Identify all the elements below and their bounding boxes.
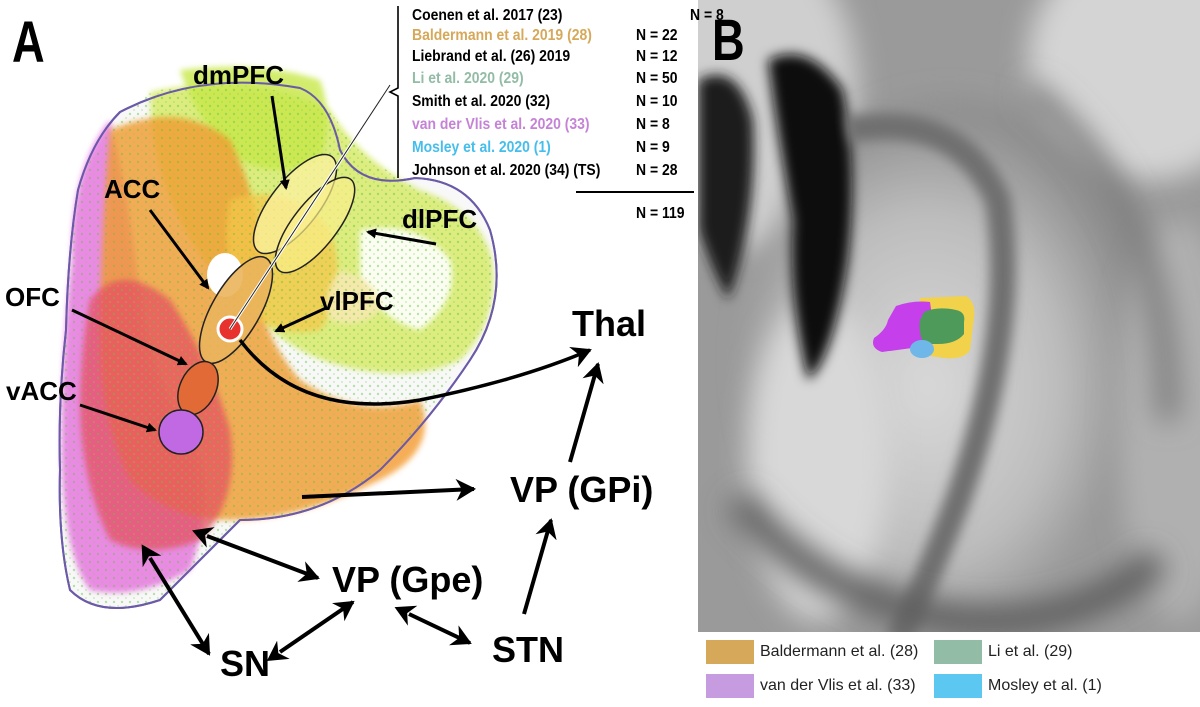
li-blob (919, 308, 965, 344)
region-labels: dmPFC ACC dlPFC vlPFC OFC vACC Thal VP (… (5, 60, 653, 684)
legend-label: Li et al. (29) (988, 643, 1073, 660)
study-name: Liebrand et al. (26) 2019 (412, 48, 571, 65)
label-vp-gpi: VP (GPi) (510, 469, 653, 510)
study-n: N = 9 (636, 139, 670, 156)
study-name: Johnson et al. 2020 (34) (TS) (412, 162, 601, 179)
study-n: N = 8 (690, 7, 724, 24)
legend: Baldermann et al. (28) Li et al. (29) va… (700, 632, 1200, 707)
label-dlpfc: dlPFC (402, 204, 477, 234)
target-ellipses (158, 84, 392, 455)
mri-panel (698, 0, 1200, 632)
table-bracket (388, 6, 399, 178)
label-thal: Thal (572, 303, 646, 344)
label-sn: SN (220, 643, 270, 684)
circuit-diagram: dmPFC ACC dlPFC vlPFC OFC vACC Thal VP (… (5, 6, 653, 684)
study-n: N = 8 (636, 116, 670, 133)
study-n: N = 10 (636, 93, 678, 110)
label-dmpfc: dmPFC (193, 60, 284, 90)
vacc-circle (158, 409, 204, 455)
study-n: N = 12 (636, 48, 678, 65)
legend-swatch-vandervlis (706, 674, 754, 698)
label-vacc: vACC (6, 376, 77, 406)
label-ofc: OFC (5, 282, 60, 312)
label-vlpfc: vlPFC (320, 286, 394, 316)
total-divider (576, 191, 694, 193)
dlpfc-ellipse (274, 176, 356, 274)
study-name: Smith et al. 2020 (32) (412, 93, 551, 110)
study-n: N = 22 (636, 27, 678, 44)
legend-swatch-baldermann (706, 640, 754, 664)
study-name: Coenen et al. 2017 (23) (412, 7, 563, 24)
mosley-blob (910, 340, 934, 358)
label-stn: STN (492, 629, 564, 670)
legend-label: Mosley et al. (1) (988, 677, 1102, 694)
panel-label-a: A (12, 10, 45, 75)
legend-label: Baldermann et al. (28) (760, 643, 919, 660)
total-n: N = 119 (636, 205, 685, 222)
study-n: N = 50 (636, 70, 678, 87)
label-acc: ACC (104, 174, 161, 204)
study-name: Mosley et al. 2020 (1) (412, 139, 551, 156)
legend-label: van der Vlis et al. (33) (760, 677, 916, 694)
mri-image (698, 0, 1200, 632)
study-table: Coenen et al. 2017 (23) N = 8 Baldermann… (412, 7, 724, 228)
study-name: Li et al. 2020 (29) (412, 70, 524, 87)
study-name: Baldermann et al. 2019 (28) (412, 27, 592, 44)
legend-swatch-li (934, 640, 982, 664)
study-n: N = 28 (636, 162, 678, 179)
study-name: van der Vlis et al. 2020 (33) (412, 116, 590, 133)
legend-swatch-mosley (934, 674, 982, 698)
vandervlis-blob (873, 301, 934, 352)
panel-label-b: B (712, 8, 745, 73)
connection-arrows (71, 95, 604, 662)
label-vp-gpe: VP (Gpe) (332, 559, 483, 600)
